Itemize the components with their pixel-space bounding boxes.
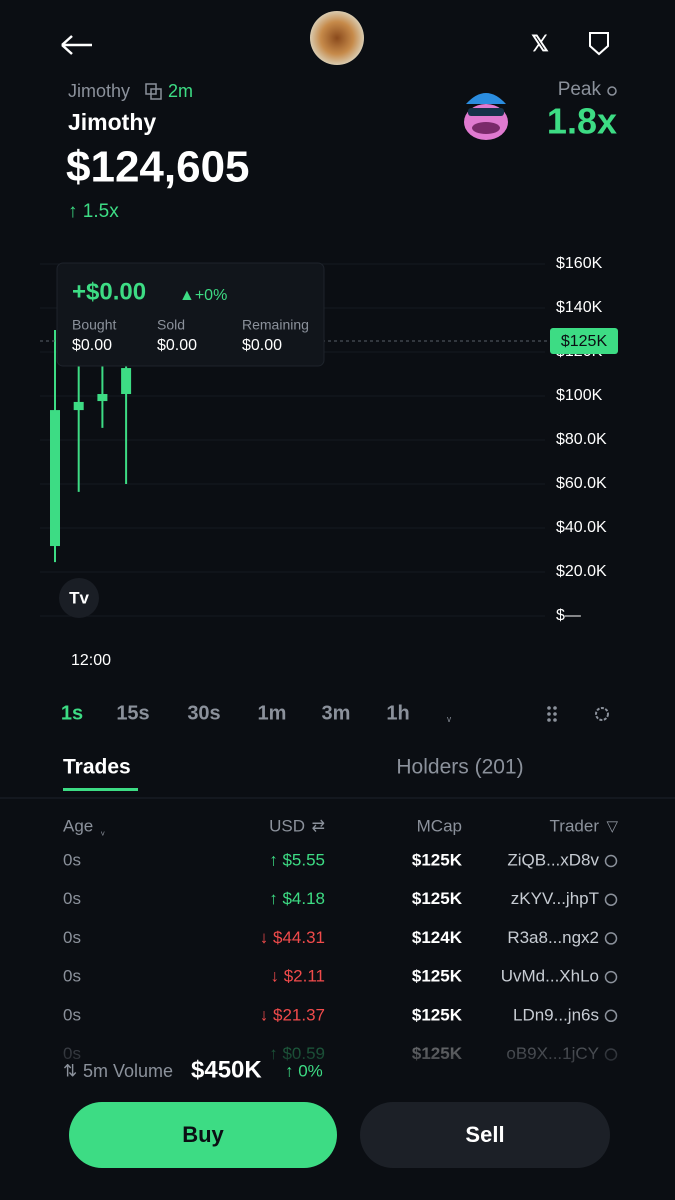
pnl-tooltip: +$0.00 ▲+0% Bought $0.00 Sold $0.00 Rema… xyxy=(56,262,325,367)
trade-usd: ↓ $2.11 xyxy=(270,967,325,986)
token-age: 2m xyxy=(168,81,193,101)
y-tick-label: $80.0K xyxy=(556,431,607,448)
peak-label: Peak xyxy=(558,79,602,100)
timeframes: 1s 15s 30s 1m 3m 1h xyxy=(61,702,410,724)
timeframe[interactable]: 1m xyxy=(258,702,287,724)
trade-mcap: $124K xyxy=(412,928,463,947)
layout-icon[interactable] xyxy=(547,706,557,722)
trade-mcap: $125K xyxy=(412,850,463,869)
trade-usd: ↓ $21.37 xyxy=(260,1005,325,1024)
change: ↑ 1.5x xyxy=(68,201,119,222)
current-price-label: $125K xyxy=(561,333,608,350)
y-tick-label: $40.0K xyxy=(556,519,607,536)
col-trader: Trader xyxy=(550,816,600,835)
tv-button[interactable] xyxy=(59,578,99,618)
market-cap: $124,605 xyxy=(66,143,250,192)
trader-icon xyxy=(604,932,618,945)
timeframe[interactable]: 1s xyxy=(61,702,83,724)
pnl-pct: ▲+0% xyxy=(179,287,227,304)
candle-body xyxy=(97,394,108,402)
info-icon xyxy=(607,86,617,96)
timeframe[interactable]: 3m xyxy=(322,702,351,724)
trade-trader[interactable]: ZiQB...xD8v xyxy=(507,850,599,869)
pnl: +$0.00 xyxy=(72,278,146,305)
trade-mcap: $125K xyxy=(412,1005,463,1024)
trader-icon xyxy=(604,854,618,868)
y-tick-label: $20.0K xyxy=(556,563,607,580)
trade-trader[interactable]: zKYV...jhpT xyxy=(511,889,599,908)
trade-mcap: $125K xyxy=(412,967,463,986)
remaining-label: Remaining xyxy=(242,317,309,333)
back-button[interactable] xyxy=(61,35,92,55)
tooltip-box xyxy=(56,262,325,367)
tab-underline xyxy=(63,788,138,791)
y-tick-label: $100K xyxy=(556,387,603,404)
sell-label: Sell xyxy=(465,1122,504,1147)
peak-value: 1.8x xyxy=(547,101,617,142)
sort-icon: ᵥ xyxy=(100,826,105,838)
y-tick-label: $— xyxy=(556,607,581,624)
sell-button[interactable] xyxy=(360,1102,610,1168)
col-usd[interactable]: USD xyxy=(269,816,305,835)
trade-trader[interactable]: LDn9...jn6s xyxy=(513,1005,599,1024)
tab-holders[interactable]: Holders (201) xyxy=(396,756,523,779)
trade-usd: ↑ $5.55 xyxy=(269,850,325,869)
col-mcap: MCap xyxy=(417,816,462,835)
col-age[interactable]: Age xyxy=(63,816,93,835)
y-tick-label: $140K xyxy=(556,299,603,316)
timeframe[interactable]: 30s xyxy=(187,702,220,724)
swap-icon[interactable]: ⇄ xyxy=(312,818,325,835)
mascot-icon xyxy=(464,93,508,140)
sold-label: Sold xyxy=(157,317,185,333)
trade-age: 0s xyxy=(63,928,81,947)
filter-icon[interactable]: ▽ xyxy=(606,818,618,835)
token-name-small: Jimothy xyxy=(68,81,130,101)
trade-age: 0s xyxy=(63,889,81,908)
trade-mcap: $125K xyxy=(412,889,463,908)
volume-label: 5m Volume xyxy=(83,1061,173,1081)
token-avatar xyxy=(310,11,364,65)
trade-age: 0s xyxy=(63,1005,81,1024)
shield-button[interactable] xyxy=(589,32,609,56)
copy-icon xyxy=(150,88,162,100)
token-name: Jimothy xyxy=(68,109,156,135)
timeframe[interactable]: 15s xyxy=(116,702,149,724)
volume-change: ↑ 0% xyxy=(285,1061,323,1080)
trader-icon xyxy=(604,1009,618,1023)
trade-usd: ↑ $4.18 xyxy=(269,889,325,908)
candle-body xyxy=(73,401,84,411)
volume-icon: ⇅ xyxy=(63,1061,77,1080)
trader-icon xyxy=(604,893,618,906)
buy-label: Buy xyxy=(182,1122,224,1147)
trade-trader[interactable]: UvMd...XhLo xyxy=(501,967,599,986)
trade-age: 0s xyxy=(63,967,81,986)
remaining: $0.00 xyxy=(242,337,282,354)
sold: $0.00 xyxy=(157,337,197,354)
candle-body xyxy=(121,368,132,395)
trader-icon xyxy=(604,970,618,984)
trade-age: 0s xyxy=(63,850,81,869)
candle-body xyxy=(50,410,60,547)
y-tick-label: $60.0K xyxy=(556,475,607,492)
settings-icon[interactable] xyxy=(595,707,609,721)
trade-trader[interactable]: R3a8...ngx2 xyxy=(507,928,599,947)
trade-usd: ↓ $44.31 xyxy=(260,928,325,947)
x-link[interactable]: 𝕏 xyxy=(531,31,549,56)
volume-value: $450K xyxy=(191,1056,262,1083)
more-timeframes[interactable]: ᵥ xyxy=(446,710,451,724)
timeframe[interactable]: 1h xyxy=(386,702,409,724)
bought: $0.00 xyxy=(72,337,112,354)
tv-label: Tv xyxy=(69,588,89,607)
y-tick-label: $160K xyxy=(556,255,603,272)
current-price-badge xyxy=(550,328,618,354)
bought-label: Bought xyxy=(72,317,116,333)
tab-trades[interactable]: Trades xyxy=(63,756,131,779)
buy-button[interactable] xyxy=(69,1102,337,1168)
time-label: 12:00 xyxy=(71,652,111,669)
